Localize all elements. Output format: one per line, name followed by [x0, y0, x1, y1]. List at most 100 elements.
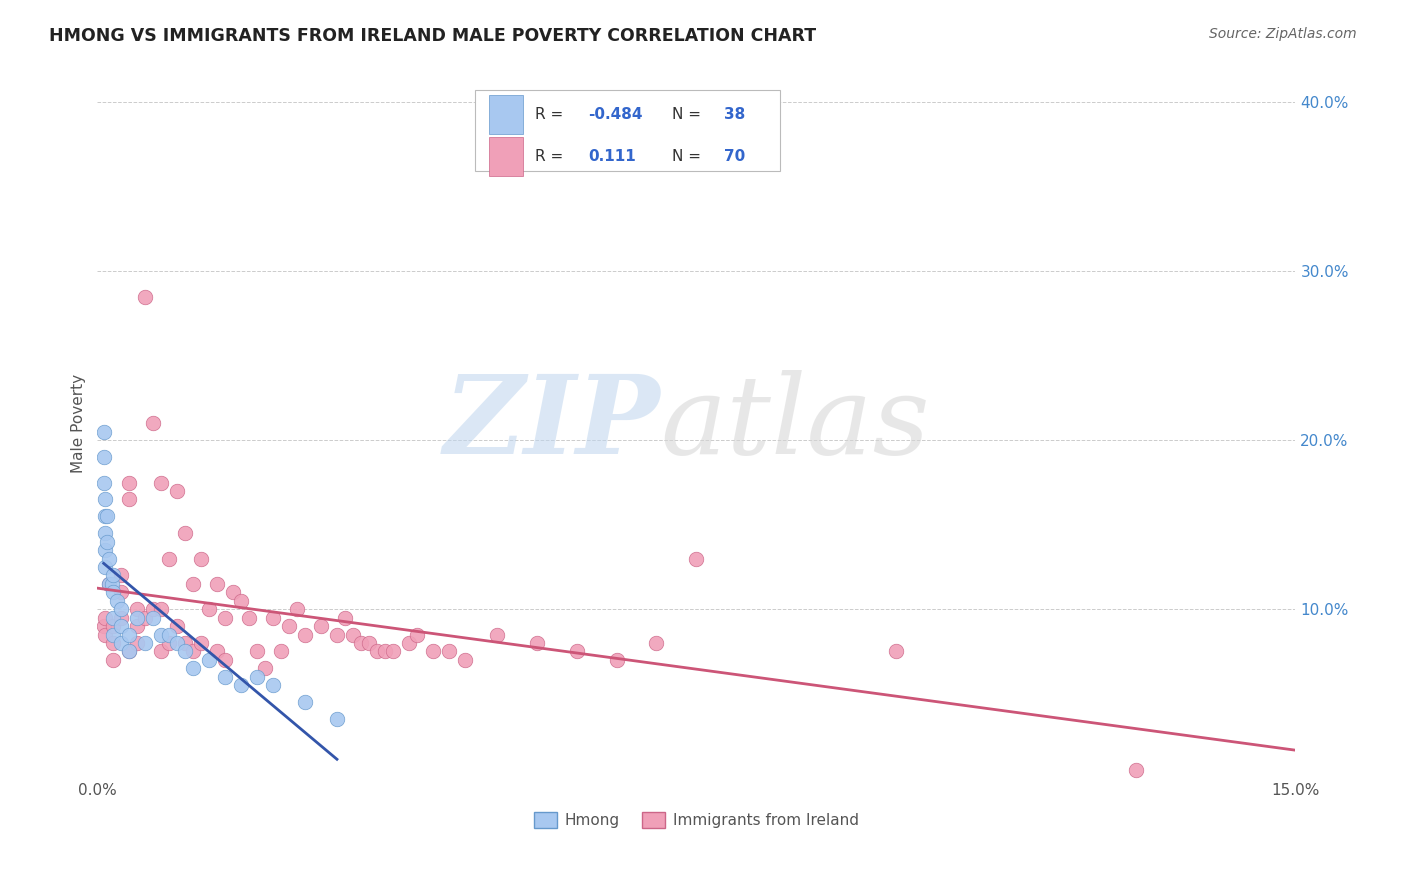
Point [246, 644, 269, 658]
FancyBboxPatch shape [475, 90, 780, 171]
Point [374, 644, 396, 658]
Point [93, 619, 115, 633]
Point [166, 636, 188, 650]
Point [96, 534, 118, 549]
Legend: Hmong, Immigrants from Ireland: Hmong, Immigrants from Ireland [527, 806, 865, 834]
Point [98, 577, 121, 591]
Point [157, 551, 180, 566]
Point [105, 594, 128, 608]
Point [526, 636, 548, 650]
Point [205, 577, 228, 591]
Point [181, 661, 204, 675]
Y-axis label: Male Poverty: Male Poverty [72, 374, 86, 473]
Point [309, 619, 332, 633]
Text: -0.484: -0.484 [589, 107, 643, 122]
Point [150, 627, 173, 641]
FancyBboxPatch shape [489, 95, 523, 134]
Point [94, 543, 117, 558]
Point [174, 644, 197, 658]
Point [103, 627, 125, 641]
Point [127, 602, 149, 616]
Point [142, 602, 165, 616]
Point [398, 636, 420, 650]
Point [270, 644, 292, 658]
Point [157, 627, 180, 641]
FancyBboxPatch shape [489, 137, 523, 177]
Text: ZIP: ZIP [444, 369, 661, 477]
Text: N =: N = [672, 149, 706, 164]
Point [110, 619, 132, 633]
Point [94, 509, 117, 524]
Point [93, 450, 115, 465]
Point [134, 610, 156, 624]
Point [342, 627, 364, 641]
Point [565, 644, 588, 658]
Point [174, 636, 197, 650]
Point [381, 644, 404, 658]
Point [94, 526, 117, 541]
Point [198, 602, 221, 616]
Point [134, 636, 156, 650]
Point [94, 560, 117, 574]
Point [238, 610, 260, 624]
Point [205, 644, 228, 658]
Point [118, 644, 141, 658]
Point [103, 653, 125, 667]
Point [181, 577, 204, 591]
Point [645, 636, 668, 650]
Point [150, 644, 173, 658]
Point [350, 636, 373, 650]
Point [254, 661, 277, 675]
Point [166, 483, 188, 498]
Point [262, 610, 284, 624]
Point [103, 610, 125, 624]
Point [93, 425, 115, 439]
Text: Source: ZipAtlas.com: Source: ZipAtlas.com [1209, 27, 1357, 41]
Point [437, 644, 460, 658]
Text: R =: R = [534, 107, 568, 122]
Point [166, 619, 188, 633]
Point [174, 526, 197, 541]
Point [118, 644, 141, 658]
Point [214, 653, 236, 667]
Point [127, 636, 149, 650]
Point [103, 568, 125, 582]
Point [262, 678, 284, 692]
Point [884, 644, 907, 658]
Point [110, 636, 132, 650]
Point [214, 610, 236, 624]
Point [110, 568, 132, 582]
Point [96, 509, 118, 524]
Point [214, 670, 236, 684]
Point [98, 577, 121, 591]
Point [181, 644, 204, 658]
Point [110, 610, 132, 624]
Point [110, 585, 132, 599]
Point [222, 585, 245, 599]
Text: atlas: atlas [661, 369, 931, 477]
Point [118, 475, 141, 490]
Point [127, 619, 149, 633]
Point [405, 627, 427, 641]
Text: HMONG VS IMMIGRANTS FROM IRELAND MALE POVERTY CORRELATION CHART: HMONG VS IMMIGRANTS FROM IRELAND MALE PO… [49, 27, 817, 45]
Point [294, 627, 316, 641]
Point [94, 610, 117, 624]
Point [229, 594, 252, 608]
Point [190, 551, 212, 566]
Point [150, 602, 173, 616]
Point [294, 695, 316, 709]
Point [100, 577, 122, 591]
Point [103, 619, 125, 633]
Point [454, 653, 477, 667]
Point [333, 610, 356, 624]
Point [118, 627, 141, 641]
Point [229, 678, 252, 692]
Text: 38: 38 [724, 107, 745, 122]
Point [103, 585, 125, 599]
Point [157, 636, 180, 650]
Point [278, 619, 301, 633]
Point [326, 627, 349, 641]
Point [485, 627, 508, 641]
Point [127, 610, 149, 624]
Point [422, 644, 444, 658]
